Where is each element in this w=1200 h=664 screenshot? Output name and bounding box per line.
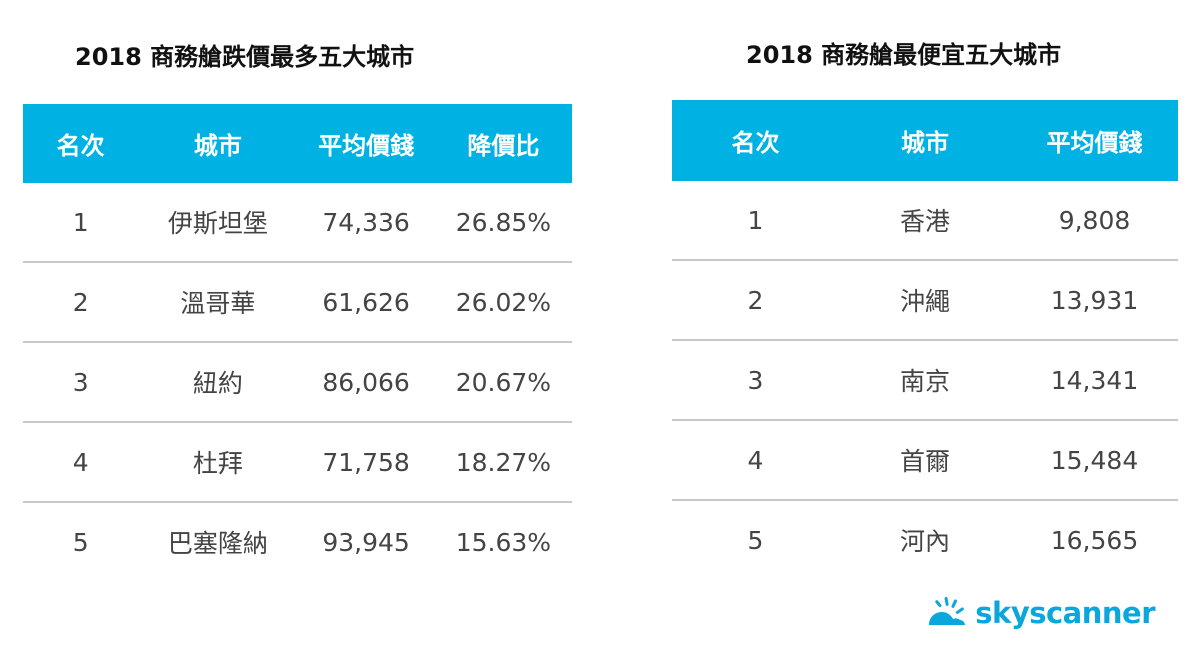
cell-city: 河內 [899, 527, 950, 556]
cloud-sun-icon [925, 595, 969, 631]
table-header-row: 名次 城市 平均價錢 [672, 100, 1178, 181]
cell-price: 9,808 [1011, 181, 1178, 261]
header-rank: 名次 [731, 129, 780, 157]
skyscanner-logo: skyscanner [925, 595, 1155, 631]
cell-city: 紐約 [138, 342, 298, 423]
table-header-row: 名次 城市 平均價錢 降價比 [23, 104, 572, 183]
cell-city: 香港 [838, 181, 1011, 261]
cell-price: 86,066 [297, 342, 435, 423]
header-drop-ratio: 降價比 [467, 132, 540, 160]
table-row: 3 南京 14,341 [672, 340, 1178, 421]
table-row: 2 沖繩 13,931 [672, 260, 1178, 341]
cell-rank: 3 [23, 342, 139, 423]
cell-city: 伊斯坦堡 [138, 183, 298, 263]
cell-ratio: 15.63% [455, 527, 552, 557]
cell-price: 15,484 [1011, 420, 1178, 501]
cell-ratio: 26.85% [434, 183, 572, 263]
cell-ratio: 20.67% [434, 342, 572, 423]
cell-rank: 3 [672, 340, 839, 421]
header-city: 城市 [900, 129, 949, 157]
header-city: 城市 [193, 132, 242, 160]
table-row: 5 巴塞隆納 93,945 15.63% [23, 502, 572, 581]
table-row: 4 杜拜 71,758 18.27% [23, 422, 572, 503]
table-row: 1 伊斯坦堡 74,336 26.85% [23, 183, 572, 263]
table-row: 3 紐約 86,066 20.67% [23, 342, 572, 423]
cell-price: 93,945 [322, 527, 410, 557]
cell-rank: 4 [23, 422, 139, 503]
cell-city: 南京 [838, 340, 1011, 421]
cell-ratio: 18.27% [434, 422, 572, 503]
cell-city: 杜拜 [138, 422, 298, 503]
cell-rank: 5 [72, 527, 89, 557]
cell-price: 71,758 [297, 422, 435, 503]
cell-city: 溫哥華 [138, 262, 298, 343]
cell-rank: 1 [23, 183, 139, 263]
cell-rank: 2 [23, 262, 139, 343]
cell-rank: 5 [747, 525, 764, 555]
cell-price: 61,626 [297, 262, 435, 343]
cell-rank: 2 [672, 260, 839, 341]
logo-text: skyscanner [975, 596, 1155, 630]
header-avg-price: 平均價錢 [318, 132, 415, 160]
cell-city: 沖繩 [838, 260, 1011, 341]
cell-price: 16,565 [1050, 525, 1139, 555]
cell-city: 巴塞隆納 [167, 529, 268, 558]
table-row: 5 河內 16,565 [672, 500, 1178, 579]
cell-price: 13,931 [1011, 260, 1178, 341]
cell-price: 14,341 [1011, 340, 1178, 421]
cell-ratio: 26.02% [434, 262, 572, 343]
price-drop-table: 名次 城市 平均價錢 降價比 1 伊斯坦堡 74,336 26.85% 2 溫哥… [23, 104, 572, 581]
cell-city: 首爾 [838, 420, 1011, 501]
header-rank: 名次 [56, 132, 105, 160]
cheapest-cities-table: 名次 城市 平均價錢 1 香港 9,808 2 沖繩 13,931 3 南京 1… [672, 100, 1178, 579]
right-panel: 2018 商務艙最便宜五大城市 名次 城市 平均價錢 1 香港 9,808 2 … [672, 0, 1178, 579]
table-row: 2 溫哥華 61,626 26.02% [23, 262, 572, 343]
header-avg-price: 平均價錢 [1046, 129, 1143, 157]
cell-rank: 4 [672, 420, 839, 501]
right-table-title: 2018 商務艙最便宜五大城市 [746, 40, 1062, 69]
cell-price: 74,336 [297, 183, 435, 263]
left-table-title: 2018 商務艙跌價最多五大城市 [75, 42, 415, 71]
table-row: 4 首爾 15,484 [672, 420, 1178, 501]
table-row: 1 香港 9,808 [672, 181, 1178, 261]
left-panel: 2018 商務艙跌價最多五大城市 名次 城市 平均價錢 降價比 1 伊斯坦堡 7… [23, 0, 572, 581]
cell-rank: 1 [672, 181, 839, 261]
